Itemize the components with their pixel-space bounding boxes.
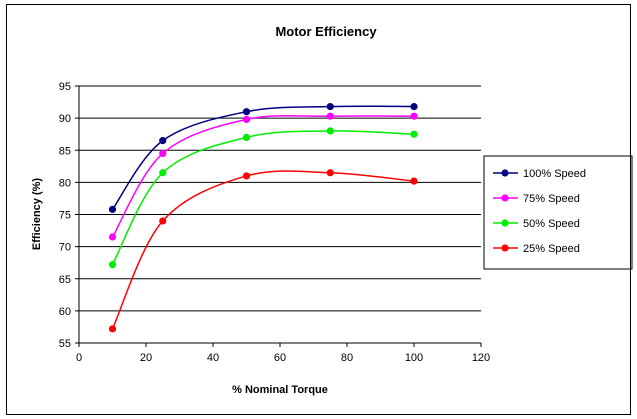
y-axis-title: Efficiency (%) — [31, 178, 43, 250]
data-point-75-speed-50 — [242, 115, 251, 124]
y-tick-label-75: 75 — [59, 210, 71, 222]
legend-marker-50-speed — [501, 219, 509, 227]
data-point-100-speed-75 — [326, 102, 334, 111]
data-point-50-speed-50 — [242, 133, 251, 141]
data-point-25-speed-10 — [108, 325, 117, 333]
x-tick-label-120: 120 — [472, 352, 490, 364]
legend-label-100-speed: 100% Speed — [523, 168, 586, 180]
data-point-25-speed-50 — [242, 172, 251, 180]
y-tick-label-65: 65 — [59, 274, 71, 286]
y-tick-label-60: 60 — [59, 306, 71, 318]
data-point-50-speed-10 — [108, 261, 117, 269]
x-tick-label-40: 40 — [207, 352, 219, 364]
plot-area: 55 60 65 70 75 80 85 90 95 0 20 40 60 80 100 120 — [59, 81, 490, 364]
series-line-50-speed — [111, 130, 415, 265]
data-point-75-speed-25 — [159, 149, 167, 158]
legend: 100% Speed 75% Speed 50% Speed 25% Speed — [483, 155, 633, 270]
data-point-50-speed-100 — [410, 130, 418, 138]
legend-label-50-speed: 50% Speed — [523, 218, 580, 230]
data-point-25-speed-100 — [410, 177, 418, 185]
x-tick-label-0: 0 — [76, 352, 82, 364]
y-tick-label-80: 80 — [59, 177, 71, 189]
data-point-100-speed-25 — [159, 137, 167, 145]
legend-box — [483, 155, 633, 270]
chart-title: Motor Efficiency — [275, 24, 377, 39]
data-point-25-speed-25 — [159, 217, 167, 225]
legend-marker-25-speed — [501, 244, 509, 252]
data-point-50-speed-75 — [326, 127, 334, 135]
y-tick-label-70: 70 — [59, 242, 71, 254]
legend-label-75-speed: 75% Speed — [523, 193, 580, 205]
data-point-75-speed-10 — [108, 233, 117, 241]
data-point-75-speed-75 — [326, 112, 334, 120]
data-point-100-speed-50 — [242, 108, 251, 116]
data-point-75-speed-100 — [410, 112, 418, 120]
data-point-25-speed-75 — [326, 169, 334, 177]
y-tick-label-85: 85 — [59, 145, 71, 157]
data-point-100-speed-10 — [108, 205, 117, 213]
y-tick-label-55: 55 — [59, 338, 71, 350]
legend-marker-100-speed — [501, 169, 509, 177]
legend-marker-75-speed — [501, 194, 509, 202]
y-tick-label-95: 95 — [59, 81, 71, 93]
x-tick-label-60: 60 — [274, 352, 286, 364]
x-tick-label-80: 80 — [341, 352, 353, 364]
x-tick-label-20: 20 — [140, 352, 152, 364]
data-point-100-speed-100 — [410, 102, 418, 111]
data-point-50-speed-25 — [159, 169, 167, 177]
x-tick-label-100: 100 — [405, 352, 423, 364]
x-axis-title: % Nominal Torque — [232, 384, 328, 396]
y-tick-label-90: 90 — [59, 113, 71, 125]
legend-label-25-speed: 25% Speed — [523, 243, 580, 255]
series-line-25-speed — [111, 170, 415, 330]
